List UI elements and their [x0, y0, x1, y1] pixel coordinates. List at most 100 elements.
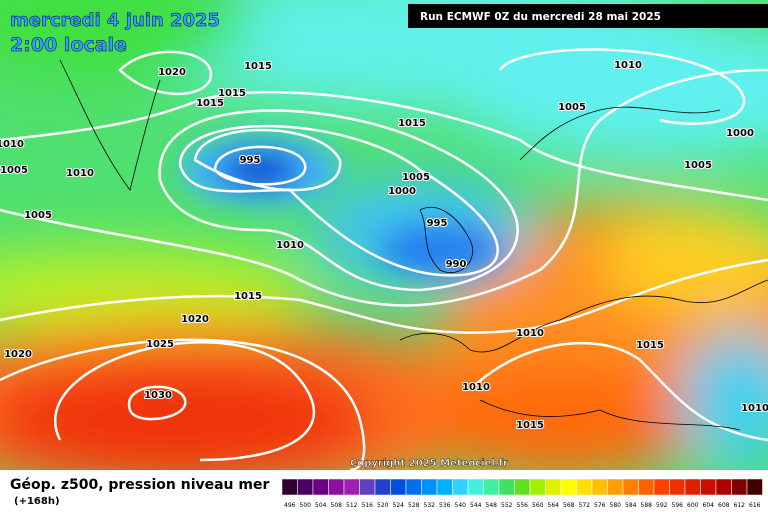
- legend-swatch: [638, 478, 655, 496]
- legend-swatch: [560, 478, 577, 496]
- isobar-label: 1020: [4, 349, 32, 360]
- isobar-label: 1010: [516, 328, 544, 339]
- legend-swatch: [498, 478, 515, 496]
- isobar-label: 1015: [234, 291, 262, 302]
- isobar-label: 995: [427, 218, 448, 229]
- legend-swatch: [359, 478, 376, 496]
- legend-label: 592: [656, 502, 668, 509]
- coastlines: [59, 59, 768, 431]
- legend-label: 580: [610, 502, 622, 509]
- legend-swatch: [312, 478, 329, 496]
- date: mercredi 4 juin 2025: [10, 10, 220, 31]
- legend-label: 596: [672, 502, 684, 509]
- legend-swatch: [607, 478, 624, 496]
- legend-label: 588: [641, 502, 653, 509]
- legend-swatch: [622, 478, 639, 496]
- legend-swatch: [669, 478, 686, 496]
- legend-label: 608: [718, 502, 730, 509]
- legend-label: 508: [331, 502, 343, 509]
- legend-swatch: [591, 478, 608, 496]
- legend-label: 576: [594, 502, 606, 509]
- isobar-label: 1005: [24, 210, 52, 221]
- legend-label: 600: [687, 502, 699, 509]
- legend-swatch: [684, 478, 701, 496]
- legend-swatch: [731, 478, 748, 496]
- legend-swatch: [576, 478, 593, 496]
- isobar-label: 1015: [244, 61, 272, 72]
- legend-swatch: [390, 478, 407, 496]
- legend-swatch: [297, 478, 314, 496]
- legend-swatch: [421, 478, 438, 496]
- isobar-label: 1025: [146, 339, 174, 350]
- isobar-label: 1015: [398, 118, 426, 129]
- legend-label: 524: [393, 502, 405, 509]
- legend-label: 548: [486, 502, 498, 509]
- isobar-label: 1010: [66, 168, 94, 179]
- legend: 496 500 504 508 512 516 520 524 528 532 536 540 544 5…: [281, 478, 763, 509]
- legend-label: 528: [408, 502, 420, 509]
- legend-swatch: [529, 478, 546, 496]
- isobar-label: 1005: [558, 102, 586, 113]
- legend-label: 572: [579, 502, 591, 509]
- isobar-label: 1000: [726, 128, 754, 139]
- isobar-label: 990: [446, 259, 467, 270]
- legend-swatch: [343, 478, 360, 496]
- legend-swatch: [483, 478, 500, 496]
- isobar-label: 1010: [0, 139, 24, 150]
- legend-swatch: [715, 478, 732, 496]
- legend-label: 536: [439, 502, 451, 509]
- legend-label: 556: [517, 502, 529, 509]
- legend-label: 516: [362, 502, 374, 509]
- legend-swatch: [653, 478, 670, 496]
- isobar-label: 1010: [462, 382, 490, 393]
- legend-swatch: [514, 478, 531, 496]
- legend-label: 496: [284, 502, 296, 509]
- legend-label: 612: [734, 502, 746, 509]
- legend-label: 564: [548, 502, 560, 509]
- legend-label: 584: [625, 502, 637, 509]
- legend-label: 532: [424, 502, 436, 509]
- legend-label: 552: [501, 502, 513, 509]
- legend-label: 500: [300, 502, 312, 509]
- legend-label: 616: [749, 502, 761, 509]
- isobar-lines: [0, 48, 768, 470]
- lead-time: (+168h): [14, 496, 60, 507]
- isobar-label: 1015: [218, 88, 246, 99]
- isobar-label: 1005: [402, 172, 430, 183]
- legend-label: 544: [470, 502, 482, 509]
- legend-swatch: [700, 478, 717, 496]
- footer-title: Géop. z500, pression niveau mer: [10, 477, 269, 493]
- isobar-label: 1030: [144, 390, 172, 401]
- isobar-label: 1015: [636, 340, 664, 351]
- legend-swatch: [452, 478, 469, 496]
- run: Run ECMWF 0Z du mercredi 28 mai 2025: [420, 11, 661, 23]
- legend-swatch: [281, 478, 298, 496]
- legend-swatch: [545, 478, 562, 496]
- legend-swatch: [746, 478, 763, 496]
- legend-label: 520: [377, 502, 389, 509]
- legend-swatch: [328, 478, 345, 496]
- isobar-label: 1020: [158, 67, 186, 78]
- isobar-label: 1005: [0, 165, 28, 176]
- isobar-label: 1015: [516, 420, 544, 431]
- isobar-label: 1000: [388, 186, 416, 197]
- legend-label: 568: [563, 502, 575, 509]
- isobar-label: 1015: [196, 98, 224, 109]
- isobar-label: 1010: [276, 240, 304, 251]
- copyright: Copyright 2025 Meteociel.fr: [350, 458, 508, 469]
- legend-label: 540: [455, 502, 467, 509]
- legend-label: 512: [346, 502, 358, 509]
- legend-swatch: [405, 478, 422, 496]
- field: 1020101510151015101010051010100599510151…: [0, 0, 768, 470]
- isobar-label: 1005: [684, 160, 712, 171]
- isobar-label: 1020: [181, 314, 209, 325]
- legend-label: 560: [532, 502, 544, 509]
- legend-label: 604: [703, 502, 715, 509]
- legend-label: 504: [315, 502, 327, 509]
- time: 2:00 locale: [10, 34, 127, 56]
- legend-swatch: [467, 478, 484, 496]
- run-box: [408, 4, 768, 28]
- isobar-label: 1010: [741, 403, 768, 414]
